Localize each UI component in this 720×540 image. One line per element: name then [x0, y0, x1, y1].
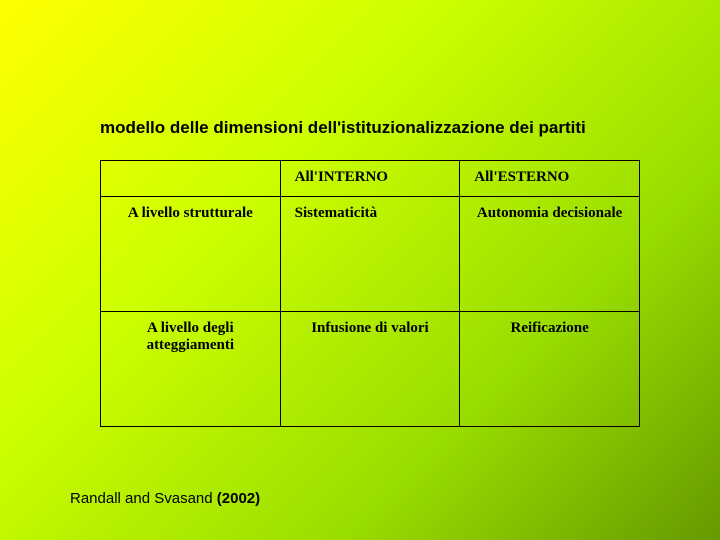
- row-label-atteggiamenti: A livello degli atteggiamenti: [101, 312, 281, 427]
- cell-sistematicita: Sistematicità: [280, 197, 460, 312]
- header-interno: All'INTERNO: [280, 161, 460, 197]
- row-label-strutturale: A livello strutturale: [101, 197, 281, 312]
- table-row: A livello degli atteggiamenti Infusione …: [101, 312, 640, 427]
- citation: Randall and Svasand (2002): [70, 490, 260, 507]
- header-esterno: All'ESTERNO: [460, 161, 640, 197]
- cell-reificazione: Reificazione: [460, 312, 640, 427]
- cell-infusione: Infusione di valori: [280, 312, 460, 427]
- header-blank: [101, 161, 281, 197]
- table-header-row: All'INTERNO All'ESTERNO: [101, 161, 640, 197]
- slide-title: modello delle dimensioni dell'istituzion…: [100, 118, 586, 138]
- dimensions-table: All'INTERNO All'ESTERNO A livello strutt…: [100, 160, 640, 427]
- cell-autonomia: Autonomia decisionale: [460, 197, 640, 312]
- citation-authors: Randall and Svasand: [70, 490, 217, 507]
- citation-year: (2002): [217, 490, 260, 507]
- table-row: A livello strutturale Sistematicità Auto…: [101, 197, 640, 312]
